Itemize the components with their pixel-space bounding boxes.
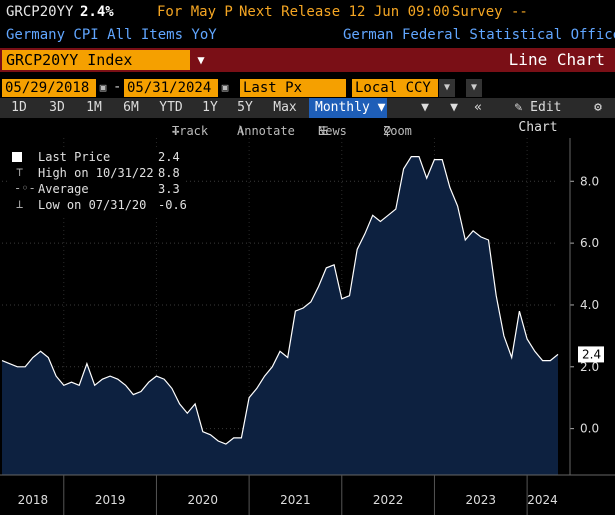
date-dash: - (113, 79, 122, 95)
range-3d[interactable]: 3D (49, 100, 65, 115)
range-toolbar: 1D 3D 1M 6M YTD 1Y 5Y Max Monthly ▼ ▼ ▼ … (0, 98, 615, 135)
range-1d[interactable]: 1D (11, 100, 27, 115)
range-6m[interactable]: 6M (123, 100, 139, 115)
high-marker-icon: ⊤ (16, 165, 24, 179)
news-icon: ☰ (318, 124, 329, 138)
calendar-icon[interactable]: ▣ (221, 81, 229, 94)
security-description: Germany CPI All Items YoY (6, 27, 217, 43)
options-dropdown-icon[interactable]: ▼ (466, 79, 482, 97)
gear-icon[interactable]: ⚙ (594, 100, 602, 115)
low-marker-icon: ⊥ (16, 197, 24, 211)
zoom-icon: ⚲ (383, 124, 392, 138)
x-axis: 2018 2019 2020 2021 2022 2023 2024 (0, 474, 615, 515)
legend-high-label: High on 10/31/22 (38, 166, 154, 180)
x-tick-label-2018: 2018 (18, 493, 49, 507)
y-tick-label-0: 8.0 (580, 174, 599, 188)
survey: Survey -- (452, 4, 528, 20)
x-tick-label-2021: 2021 (280, 493, 311, 507)
range-5y[interactable]: 5Y (237, 100, 253, 115)
ticker-label: GRCP20YY (6, 4, 74, 20)
next-release: Next Release 12 Jun 09:00 (239, 4, 450, 20)
currency-dropdown-icon[interactable]: ▼ (439, 79, 455, 97)
y-tick-label-1: 6.0 (580, 236, 599, 250)
currency-selector[interactable]: Local CCY (352, 79, 438, 97)
crosshair-icon: ✜ (172, 124, 180, 138)
last-price-box (578, 346, 604, 363)
for-period: For May P (157, 4, 233, 20)
end-date-field[interactable]: 05/31/2024 (124, 79, 218, 97)
range-max[interactable]: Max (273, 100, 297, 115)
chart-type-title: Line Chart (508, 50, 605, 69)
edit-chart-label: Edit Chart (518, 100, 562, 135)
chart-tools: ✜ Track ∖ Annotate ☰ News ⚲ Zoom (172, 124, 412, 138)
start-date-field[interactable]: 05/29/2018 (2, 79, 96, 97)
range-1y[interactable]: 1Y (202, 100, 218, 115)
options-dropdown-icon[interactable]: ▼ (450, 100, 458, 115)
chevron-down-icon: ▼ (377, 100, 386, 115)
chevron-down-icon[interactable]: ▼ (190, 50, 212, 70)
date-controls: 05/29/2018 ▣ - 05/31/2024 ▣ Last Px Loca… (0, 78, 615, 98)
legend-last-price-value: 2.4 (158, 150, 180, 164)
frequency-label: Monthly (315, 100, 370, 115)
y-tick-label-3: 2.0 (580, 360, 599, 374)
field-selector[interactable]: Last Px (240, 79, 346, 97)
description-row: Germany CPI All Items YoY German Federal… (0, 26, 615, 48)
overflow-dropdown-icon[interactable]: ▼ (421, 100, 429, 115)
security-bar: GRCP20YY Index ▼ Line Chart (0, 48, 615, 72)
y-axis: 8.0 6.0 4.0 2.0 0.0 (569, 138, 599, 475)
legend-last-price-label: Last Price (38, 150, 111, 164)
pencil-icon: ✎ (514, 100, 523, 115)
last-price-marker: 2.4 (578, 346, 604, 363)
collapse-left-icon[interactable]: « (474, 100, 482, 115)
edit-chart-button[interactable]: ✎ Edit Chart (494, 98, 582, 135)
last-price-swatch (12, 152, 22, 162)
x-tick-label-2020: 2020 (188, 493, 219, 507)
x-tick-label-2024: 2024 (527, 493, 558, 507)
legend-average-label: Average (38, 182, 89, 196)
last-value: 2.4% (80, 4, 114, 20)
data-source: German Federal Statistical Office (343, 27, 615, 43)
quote-header: GRCP20YY 2.4% For May P Next Release 12 … (0, 0, 615, 26)
range-ytd[interactable]: YTD (159, 100, 183, 115)
legend-high-value: 8.8 (158, 166, 180, 180)
last-price-label: 2.4 (582, 347, 601, 361)
calendar-icon[interactable]: ▣ (99, 81, 107, 94)
x-tick-label-2019: 2019 (95, 493, 126, 507)
price-area (2, 156, 558, 475)
average-marker-icon: -◦- (14, 181, 36, 195)
y-tick-label-4: 0.0 (580, 422, 599, 436)
annotate-icon: ∖ (237, 124, 245, 138)
legend-low-value: -0.6 (158, 198, 187, 212)
legend-low-label: Low on 07/31/20 (38, 198, 147, 212)
legend-average-value: 3.3 (158, 182, 180, 196)
range-1m[interactable]: 1M (86, 100, 102, 115)
x-tick-label-2023: 2023 (466, 493, 497, 507)
price-line (1, 156, 559, 445)
security-input[interactable]: GRCP20YY Index (2, 50, 212, 70)
y-tick-label-2: 4.0 (580, 298, 599, 312)
x-tick-label-2022: 2022 (373, 493, 404, 507)
chart-legend: Last Price 2.4 ⊤ High on 10/31/22 8.8 -◦… (8, 150, 187, 216)
frequency-selector[interactable]: Monthly ▼ (309, 98, 387, 118)
